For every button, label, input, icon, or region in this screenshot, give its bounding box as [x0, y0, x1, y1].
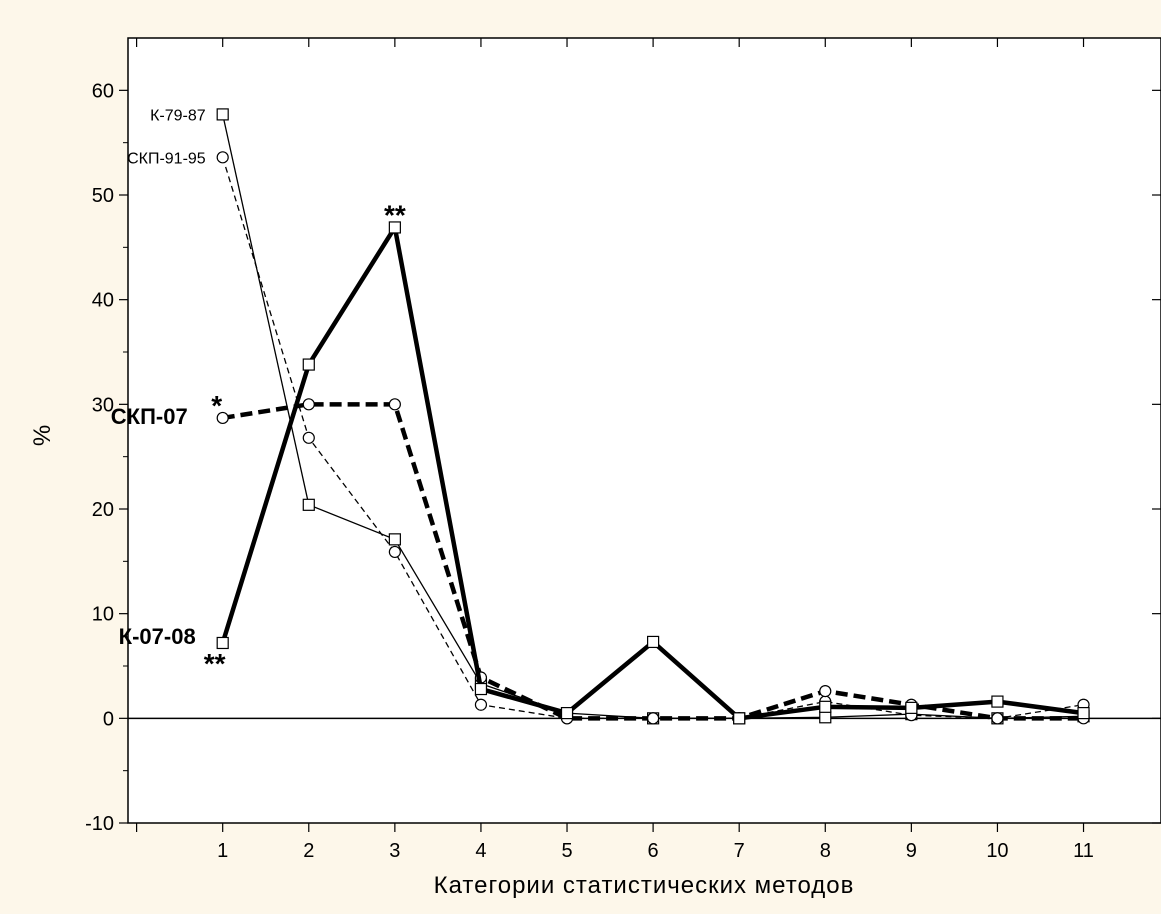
y-tick-label: 10 — [92, 604, 114, 626]
data-point — [647, 635, 660, 649]
axes: -10 0 10 20 30 40 50 60 1 2 3 4 5 6 7 8 9 10 11 — [85, 38, 1161, 862]
y-axis-title: % — [29, 424, 56, 446]
data-point — [216, 108, 229, 121]
data-point — [388, 545, 401, 559]
data-point — [474, 682, 488, 696]
y-tick-label: 40 — [92, 290, 114, 312]
data-point — [560, 706, 574, 720]
data-point — [991, 695, 1004, 708]
x-tick-label: 4 — [475, 840, 486, 862]
y-tick-label: 30 — [92, 394, 114, 416]
data-point — [474, 698, 488, 711]
data-point — [991, 712, 1004, 725]
x-tick-label: 7 — [734, 840, 745, 862]
data-point — [302, 498, 315, 511]
x-tick-label: 3 — [389, 840, 400, 862]
series-label: К-07-08 — [119, 624, 196, 649]
data-point — [302, 398, 315, 411]
significance-annotation: ** — [384, 199, 406, 230]
y-tick-label: 60 — [92, 80, 114, 102]
significance-annotation: * — [211, 390, 222, 421]
data-point — [905, 701, 918, 714]
x-tick-label: 6 — [648, 840, 659, 862]
y-tick-label: 20 — [92, 499, 114, 521]
data-point — [302, 358, 315, 371]
series-4 — [216, 221, 1090, 725]
series-label: СКП-91-95 — [127, 150, 206, 167]
data-point — [216, 636, 229, 650]
x-tick-label: 10 — [986, 840, 1008, 862]
data-point — [819, 711, 832, 724]
data-point — [302, 431, 315, 444]
data-point — [647, 712, 660, 725]
significance-annotation: ** — [204, 648, 226, 679]
series-layer — [216, 108, 1090, 725]
data-point — [1077, 706, 1090, 720]
x-tick-label: 9 — [906, 840, 917, 862]
x-tick-label: 8 — [820, 840, 831, 862]
data-point — [819, 700, 832, 713]
y-tick-label: 0 — [103, 708, 114, 730]
y-tick-label: -10 — [85, 813, 114, 835]
data-point — [216, 411, 229, 425]
x-tick-label: 5 — [561, 840, 572, 862]
data-point — [819, 685, 832, 698]
data-point — [388, 398, 401, 411]
x-tick-label: 11 — [1073, 840, 1094, 862]
x-tick-label: 1 — [217, 840, 228, 862]
plot-area — [127, 37, 1161, 824]
series-label: СКП-07 — [111, 404, 188, 429]
data-point — [216, 151, 229, 164]
y-tick-label: 50 — [92, 185, 114, 207]
data-point — [388, 533, 401, 546]
x-axis-title: Категории статистических методов — [434, 872, 855, 899]
data-point — [733, 712, 746, 725]
series-label: К-79-87 — [150, 107, 206, 124]
x-tick-label: 2 — [303, 840, 314, 862]
data-point — [388, 221, 401, 234]
